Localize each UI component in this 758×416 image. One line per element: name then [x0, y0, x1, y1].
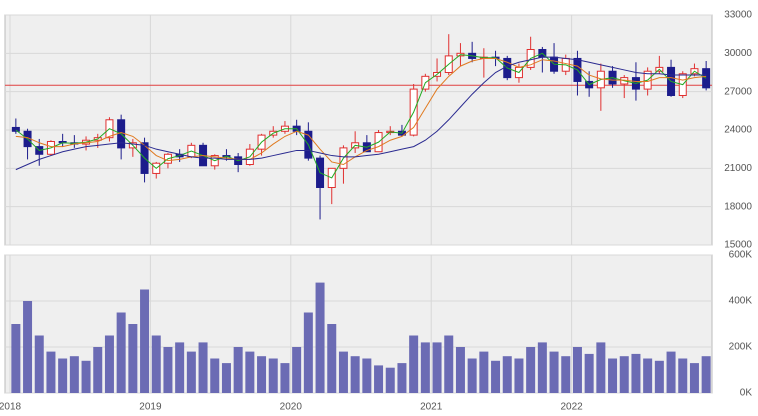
volume-bar: [491, 360, 501, 393]
volume-bar: [292, 347, 302, 393]
y-tick-label: 400K: [729, 296, 753, 307]
volume-bar: [643, 358, 653, 393]
volume-bar: [526, 347, 536, 393]
y-tick-label: 33000: [724, 10, 752, 21]
volume-bar: [374, 365, 384, 393]
volume-bar: [444, 335, 454, 393]
volume-bar: [432, 342, 442, 393]
volume-bar: [549, 351, 559, 393]
volume-bar: [362, 358, 372, 393]
volume-bar: [514, 358, 524, 393]
x-tick-label: 2021: [420, 402, 443, 413]
y-tick-label: 24000: [724, 125, 752, 136]
volume-bar: [584, 353, 594, 393]
volume-bar: [104, 335, 114, 393]
volume-bar: [537, 342, 547, 393]
y-tick-label: 30000: [724, 48, 752, 59]
volume-bar: [596, 342, 606, 393]
volume-bar: [619, 356, 629, 393]
volume-bar: [140, 289, 150, 393]
volume-bar: [128, 324, 138, 393]
volume-bar: [11, 324, 21, 393]
volume-bar: [175, 342, 185, 393]
volume-bar: [23, 301, 33, 393]
volume-bar: [163, 347, 173, 393]
x-tick-label: 2018: [0, 402, 22, 413]
volume-bar: [58, 358, 68, 393]
volume-bar: [409, 335, 419, 393]
y-tick-label: 21000: [724, 163, 752, 174]
volume-bar: [397, 363, 407, 393]
volume-bar: [327, 324, 337, 393]
y-tick-label: 27000: [724, 86, 752, 97]
volume-bar: [420, 342, 430, 393]
y-tick-label: 0K: [740, 388, 753, 399]
volume-bar: [151, 335, 161, 393]
x-tick-label: 2022: [560, 402, 583, 413]
volume-bar: [666, 351, 676, 393]
volume-bar: [198, 342, 208, 393]
volume-bar: [280, 363, 290, 393]
y-tick-label: 15000: [724, 240, 752, 251]
volume-bar: [69, 356, 79, 393]
volume-bar: [81, 360, 91, 393]
volume-bar: [315, 282, 325, 393]
x-tick-label: 2019: [139, 402, 162, 413]
y-tick-label: 18000: [724, 201, 752, 212]
volume-bar: [502, 356, 512, 393]
volume-bar: [245, 351, 255, 393]
volume-bar: [455, 347, 465, 393]
volume-bar: [221, 363, 231, 393]
volume-bar: [186, 351, 196, 393]
volume-bar: [572, 347, 582, 393]
volume-bar: [631, 353, 641, 393]
volume-bar: [338, 351, 348, 393]
volume-bar: [561, 356, 571, 393]
volume-bar: [46, 351, 56, 393]
volume-bar: [385, 367, 395, 393]
moving-average-line: [15, 57, 707, 166]
volume-bar: [34, 335, 44, 393]
volume-bar: [654, 360, 664, 393]
y-tick-label: 200K: [729, 342, 753, 353]
volume-bar: [689, 363, 699, 393]
volume-bar: [467, 358, 477, 393]
volume-bar: [479, 351, 489, 393]
volume-bar: [93, 347, 103, 393]
volume-bar: [233, 347, 243, 393]
volume-bar: [303, 312, 313, 393]
volume-bar: [608, 358, 618, 393]
x-tick-label: 2020: [280, 402, 303, 413]
volume-bar: [116, 312, 126, 393]
moving-average-line: [15, 56, 707, 171]
volume-bar: [678, 358, 688, 393]
volume-bar: [701, 356, 711, 393]
candle-body: [11, 126, 20, 132]
volume-bar: [257, 356, 267, 393]
y-tick-label: 600K: [729, 250, 753, 261]
volume-bar: [350, 356, 360, 393]
volume-bar: [210, 358, 220, 393]
volume-bar: [268, 358, 278, 393]
